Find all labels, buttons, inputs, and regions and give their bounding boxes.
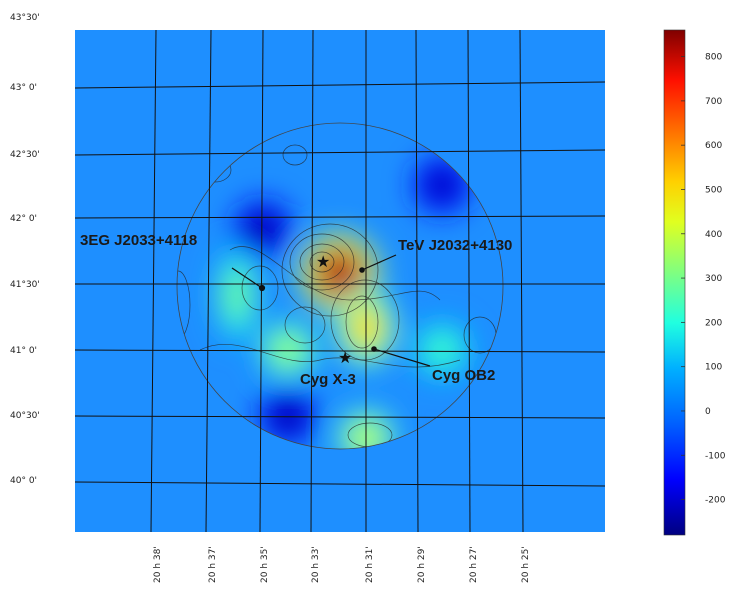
- colorbar-tick-label: 100: [705, 363, 722, 373]
- coordinate-grid: [75, 30, 605, 532]
- x-tick-label: 20 h 31': [365, 546, 375, 583]
- colorbar-tick-label: 0: [705, 407, 711, 417]
- x-tick-label: 20 h 29': [417, 546, 427, 583]
- x-tick-label: 20 h 37': [208, 546, 218, 583]
- colorbar-tick-label: 800: [705, 53, 722, 63]
- y-tick-label: 40° 0': [10, 476, 37, 486]
- y-tick-label: 43° 0': [10, 83, 37, 93]
- y-tick-label: 41° 0': [10, 346, 37, 356]
- y-tick-label: 41°30': [10, 280, 40, 290]
- annotation-3eg: 3EG J2033+4118: [80, 232, 197, 249]
- deficit-region-blob: [272, 400, 304, 432]
- y-tick-label: 42° 0': [10, 214, 37, 224]
- deficit-region-blob: [247, 213, 279, 245]
- excess-region-blob: [428, 336, 456, 364]
- annotation-cyg-x-3: Cyg X-3: [300, 371, 356, 388]
- excess-region-blob: [274, 336, 302, 364]
- colorbar-tick-label: -200: [705, 496, 726, 506]
- x-tick-label: 20 h 35': [260, 546, 270, 583]
- star-marker-cyg-x-3: ★: [338, 348, 352, 367]
- y-tick-label: 43°30': [10, 13, 40, 23]
- deficit-region-blob: [426, 169, 458, 201]
- annotation-cyg-ob2: Cyg OB2: [432, 367, 495, 384]
- field-of-view-boundary: [176, 122, 504, 450]
- annotation-tev: TeV J2032+4130: [398, 237, 512, 254]
- source-markers: [231, 254, 431, 367]
- y-tick-label: 40°30': [10, 411, 40, 421]
- contour-lines: [177, 144, 497, 448]
- x-tick-label: 20 h 27': [469, 546, 479, 583]
- colorbar-tick-label: 500: [705, 185, 722, 195]
- colorbar-tick-label: 300: [705, 274, 722, 284]
- colorbar-tick-label: -100: [705, 451, 726, 461]
- y-tick-label: 42°30': [10, 150, 40, 160]
- colorbar-tick-label: 400: [705, 230, 722, 240]
- colorbar-ticks: 800 700 600 500 400 300 200 100 0 -100 -200: [681, 53, 726, 506]
- x-tick-label: 20 h 38': [153, 546, 163, 583]
- colorbar-tick-label: 600: [705, 141, 722, 151]
- excess-region-blob: [227, 273, 247, 317]
- x-tick-label: 20 h 25': [521, 546, 531, 583]
- x-tick-label: 20 h 33': [311, 546, 321, 583]
- colorbar-tick-label: 200: [705, 318, 722, 328]
- star-marker-peak: ★: [316, 252, 330, 271]
- colorbar: [663, 29, 686, 536]
- heatmap-layer: [215, 155, 473, 449]
- colorbar-tick-label: 700: [705, 97, 722, 107]
